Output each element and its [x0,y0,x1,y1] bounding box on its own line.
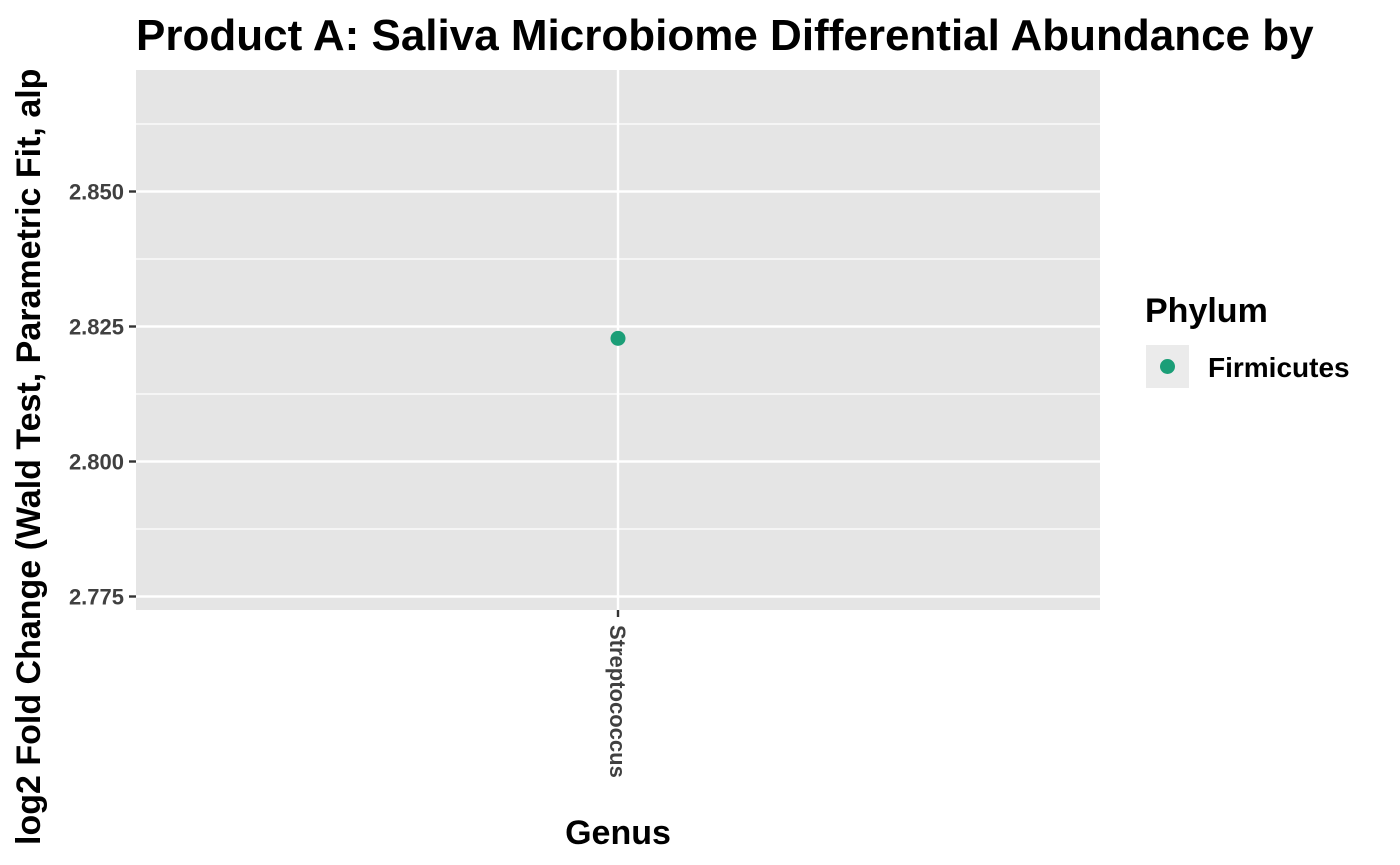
grid-lines [136,70,1100,610]
y-tick-label: 2.850 [69,180,124,205]
legend-entries: Firmicutes [1146,345,1350,388]
x-axis: Streptococcus [605,610,630,778]
y-axis-title: log2 Fold Change (Wald Test, Parametric … [10,69,48,845]
x-axis-title: Genus [565,814,671,852]
legend-label: Firmicutes [1208,352,1350,383]
y-tick-label: 2.825 [69,315,124,340]
legend: Phylum Firmicutes [1145,292,1350,388]
chart-title: Product A: Saliva Microbiome Differentia… [136,11,1314,60]
data-points [610,330,626,346]
y-axis: 2.775 2.800 2.825 2.850 [69,180,136,610]
legend-marker [1160,359,1175,374]
x-tick-label: Streptococcus [605,625,630,778]
legend-title: Phylum [1145,292,1268,330]
y-tick-label: 2.775 [69,585,124,610]
data-point [610,330,626,346]
y-tick-label: 2.800 [69,450,124,475]
